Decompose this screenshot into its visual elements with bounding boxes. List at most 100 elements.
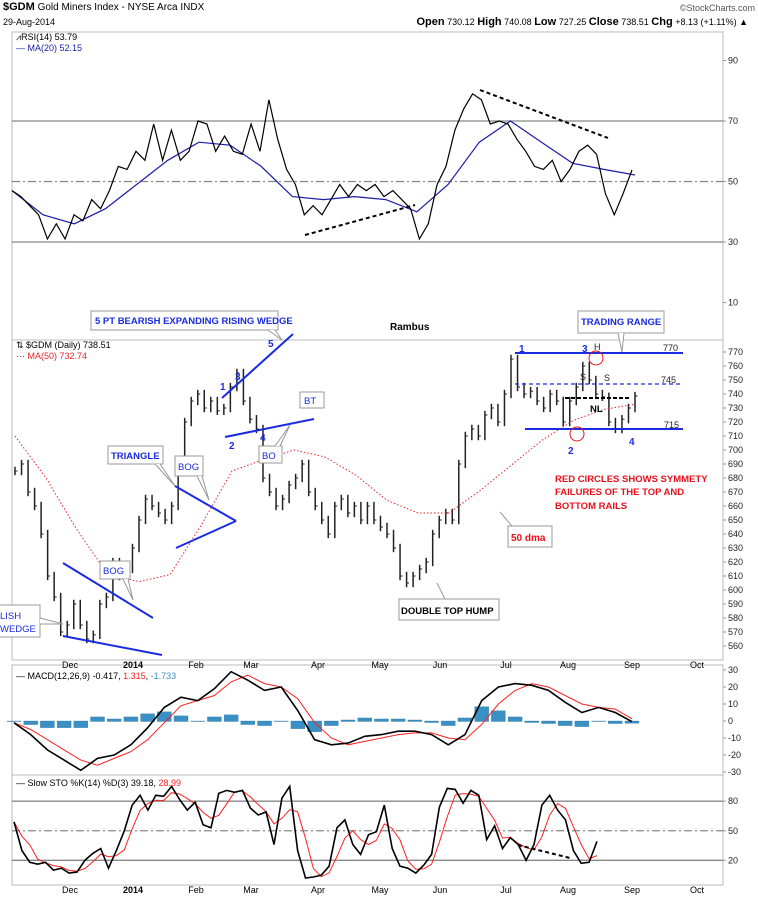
callout-pointer [436, 582, 446, 600]
price-tick-label: 730 [728, 403, 743, 413]
dma50-label: 50 dma [511, 533, 546, 544]
sto-pane-frame [11, 774, 724, 886]
wedge-lower-line [224, 418, 315, 438]
level-745-label: 745 [661, 375, 676, 385]
macd-histogram-bar [257, 720, 272, 726]
rsi-tick-label: 90 [728, 56, 738, 66]
price-tick-label: 720 [728, 417, 743, 427]
price-tick-label: 560 [728, 641, 743, 651]
callout-pointer [196, 475, 210, 501]
red-circle-bottom [569, 426, 585, 442]
callout-pointer [499, 511, 516, 527]
wedge-upper-line [221, 333, 294, 399]
macd-tick-label: -20 [728, 750, 741, 760]
sto-tick-label: 80 [728, 796, 738, 806]
callout-pointer [267, 329, 283, 341]
price-tick-label: 650 [728, 515, 743, 525]
wedge-point-5: 5 [268, 339, 274, 350]
price-tick-label: 750 [728, 375, 743, 385]
range-point-3: 3 [582, 344, 588, 355]
price-tick-label: 620 [728, 557, 743, 567]
price-tick-label: 590 [728, 599, 743, 609]
price-tick-label: 570 [728, 627, 743, 637]
macd-histogram-bar [441, 720, 456, 726]
callout-pointer [39, 617, 64, 625]
x-axis-label: Mar [243, 885, 259, 895]
x-axis-label: Apr [311, 885, 325, 895]
x-axis-label: Jul [500, 885, 512, 895]
pane-frames: 9070503010770760750740730720710700690680… [11, 31, 743, 895]
close-value: 738.51 [621, 17, 649, 27]
price-tick-label: 630 [728, 543, 743, 553]
triangle-upper-line [174, 485, 237, 522]
sto-d-line [13, 790, 598, 878]
macd-histogram-bar [541, 720, 556, 724]
x-axis-label: Jul [500, 660, 512, 670]
x-axis-label: Oct [690, 660, 705, 670]
wedge-point-3: 3 [235, 372, 241, 383]
x-axis-label: Jun [433, 885, 448, 895]
low-value: 727.25 [558, 17, 587, 27]
chart-date: 29-Aug-2014 [3, 17, 56, 27]
double-top-label: DOUBLE TOP HUMP [401, 606, 494, 617]
pane-legends: ⩘RSI(14) 53.79 — MA(20) 52.15 ⇅ $GDM (Da… [16, 32, 181, 788]
x-axis-label: Mar [243, 660, 259, 670]
price-tick-label: 600 [728, 585, 743, 595]
head-label: H [594, 342, 601, 352]
bog-callout [99, 560, 131, 580]
x-axis-label: Aug [560, 885, 576, 895]
callout-pointer [154, 463, 176, 487]
stockcharts-watermark: ©StockCharts.com [679, 3, 755, 13]
price-tick-label: 680 [728, 473, 743, 483]
triangle-callout [107, 445, 164, 465]
macd-histogram-bar [424, 720, 439, 723]
wedge-point-4: 4 [260, 433, 266, 444]
wedge-point-1: 1 [220, 382, 226, 393]
macd-tick-label: 30 [728, 665, 738, 675]
x-axis-label: Oct [690, 885, 705, 895]
macd-histogram-bar [274, 720, 289, 722]
rsi-trendline [304, 204, 416, 236]
high-value: 740.08 [504, 17, 532, 27]
rsi-ma-legend: — MA(20) 52.15 [16, 43, 82, 53]
macd-histogram-bar [574, 720, 590, 727]
x-axis-label: Sep [624, 885, 640, 895]
double-top-callout [398, 598, 500, 621]
falling-wedge-label: LISH [0, 611, 21, 622]
red-note-line: FAILURES OF THE TOP AND [555, 487, 684, 498]
index-name: Gold Miners Index - NYSE Arca INDX [37, 2, 205, 13]
chart-marks [6, 92, 640, 879]
x-axis-label: Sep [624, 660, 640, 670]
macd-histogram-bar [491, 710, 506, 722]
macd-tick-label: 20 [728, 682, 738, 692]
open-value: 730.12 [447, 17, 475, 27]
sto-k-line [13, 784, 598, 879]
neckline-label: NL [590, 404, 603, 415]
macd-histogram-bar [357, 717, 372, 722]
rsi-trendline [479, 89, 609, 139]
wedge-point-2: 2 [229, 441, 235, 452]
bt-label: BT [304, 396, 316, 407]
chart-title: $GDM Gold Miners Index - NYSE Arca INDX [3, 1, 204, 13]
x-axis-label: Jun [433, 660, 448, 670]
wedge-title: 5 PT BEARISH EXPANDING RISING WEDGE [95, 316, 293, 327]
rambus-label: Rambus [390, 322, 430, 333]
right-shoulder-label: S [604, 373, 610, 383]
rsi-line [11, 92, 633, 241]
bog-label: BOG [178, 462, 199, 473]
macd-histogram-bar [140, 713, 155, 722]
macd-signal-line [13, 674, 633, 766]
rsi-tick-label: 10 [728, 298, 738, 308]
price-tick-label: 610 [728, 571, 743, 581]
macd-histogram-bar [223, 714, 239, 722]
x-axis-label: May [371, 885, 389, 895]
symbol: $GDM [3, 1, 35, 13]
price-tick-label: 710 [728, 431, 743, 441]
bo-label: BO [262, 451, 276, 462]
macd-histogram-bar [90, 716, 105, 722]
x-axis-label: Dec [62, 885, 79, 895]
red-note-line: RED CIRCLES SHOWS SYMMETY [555, 474, 708, 485]
macd-histogram-bar [558, 720, 573, 726]
macd-histogram-bar [73, 720, 88, 728]
